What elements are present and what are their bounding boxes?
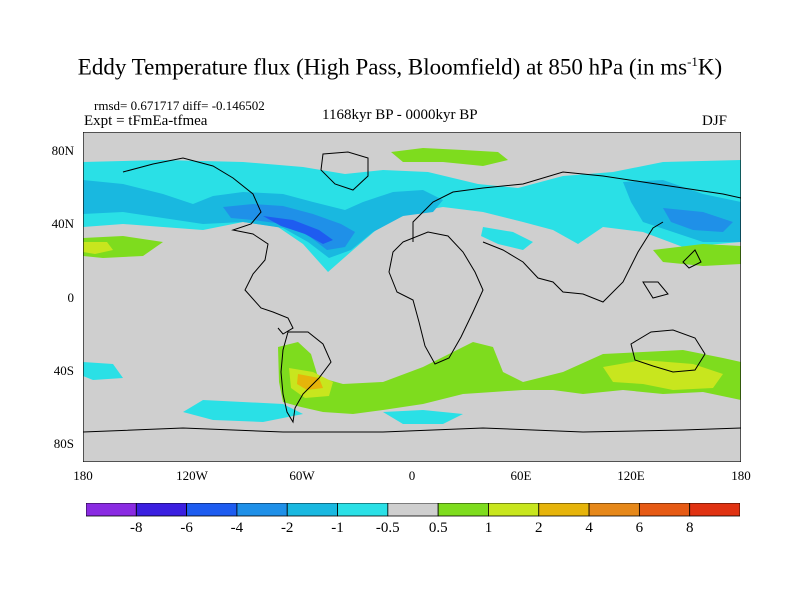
colorbar-box-8: [488, 503, 540, 517]
colorbar-label: 4: [585, 520, 593, 536]
lat-label-40s: 40S: [53, 363, 74, 378]
experiment-label: Expt = tFmEa-tfmea: [84, 113, 208, 129]
colorbar-box-1: [135, 503, 188, 517]
colorbar-label: -1: [331, 520, 344, 536]
pacific-yellow-patch: [83, 242, 113, 254]
lon-label-0: 0: [408, 468, 416, 483]
season-label: DJF: [702, 113, 728, 129]
colorbar-box-7: [437, 503, 489, 517]
map-title: Eddy Temperature flux (High Pass, Bloomf…: [0, 54, 800, 81]
colorbar-box-5: [337, 503, 389, 517]
flux-contours: [83, 148, 741, 424]
sh-cyan-patch: [383, 410, 463, 424]
colorbar-label: 6: [635, 520, 644, 536]
lat-label-80s: 80S: [53, 436, 74, 451]
colorbar-box-0: [86, 503, 137, 517]
lon-label-120w: 120W: [176, 468, 208, 483]
colorbar: [86, 503, 740, 517]
colorbar-box-3: [236, 503, 288, 517]
colorbar-boxes: [86, 503, 740, 517]
map-title-superscript: -1: [687, 54, 698, 69]
map-title-tail: K): [697, 54, 723, 80]
colorbar-label: 2: [535, 520, 543, 536]
colorbar-label: -2: [280, 520, 294, 536]
colorbar-label: 0.5: [428, 520, 448, 536]
colorbar-label: -8: [130, 520, 143, 536]
lon-label-180w: 180: [73, 468, 93, 483]
sh-cyan-west: [83, 362, 123, 380]
lat-label-0: 0: [67, 290, 75, 305]
sh-orange-patch: [297, 374, 323, 390]
sh-yellow-patch-australia: [603, 360, 723, 390]
lon-label-60e: 60E: [510, 468, 532, 483]
colorbar-label: -0.5: [375, 520, 400, 536]
colorbar-box-4: [286, 503, 338, 517]
rmsd-label: rmsd= 0.671717 diff= -0.146502: [94, 98, 265, 113]
period-label: 1168kyr BP - 0000kyr BP: [322, 107, 478, 123]
nh-cyan-band: [83, 160, 741, 272]
lat-label-80n: 80N: [51, 143, 74, 158]
lat-label-40n: 40N: [51, 216, 74, 231]
colorbar-box-6: [387, 503, 439, 517]
colorbar-box-11: [638, 503, 691, 517]
colorbar-box-12: [689, 503, 740, 517]
colorbar-label: -6: [180, 520, 193, 536]
nh-atlantic-max: [263, 216, 333, 244]
lon-label-60w: 60W: [289, 468, 315, 483]
lon-label-180e: 180: [731, 468, 751, 483]
colorbar-box-2: [186, 503, 238, 517]
colorbar-box-9: [538, 503, 590, 517]
map-plot: [83, 132, 741, 462]
map-title-main: Eddy Temperature flux (High Pass, Bloomf…: [77, 54, 688, 80]
coastlines: [83, 151, 741, 433]
colorbar-label: 8: [685, 520, 694, 536]
sh-cyan-south: [183, 400, 303, 422]
arctic-green-patch: [391, 148, 508, 166]
lon-label-120e: 120E: [617, 468, 645, 483]
colorbar-box-10: [588, 503, 640, 517]
pacific-green-patch: [83, 236, 163, 258]
colorbar-label: -4: [230, 520, 244, 536]
nh-pacific-max: [663, 208, 733, 232]
asia-cyan-patch: [481, 227, 533, 250]
colorbar-label: 1: [484, 520, 493, 536]
sh-green-band: [278, 342, 741, 414]
